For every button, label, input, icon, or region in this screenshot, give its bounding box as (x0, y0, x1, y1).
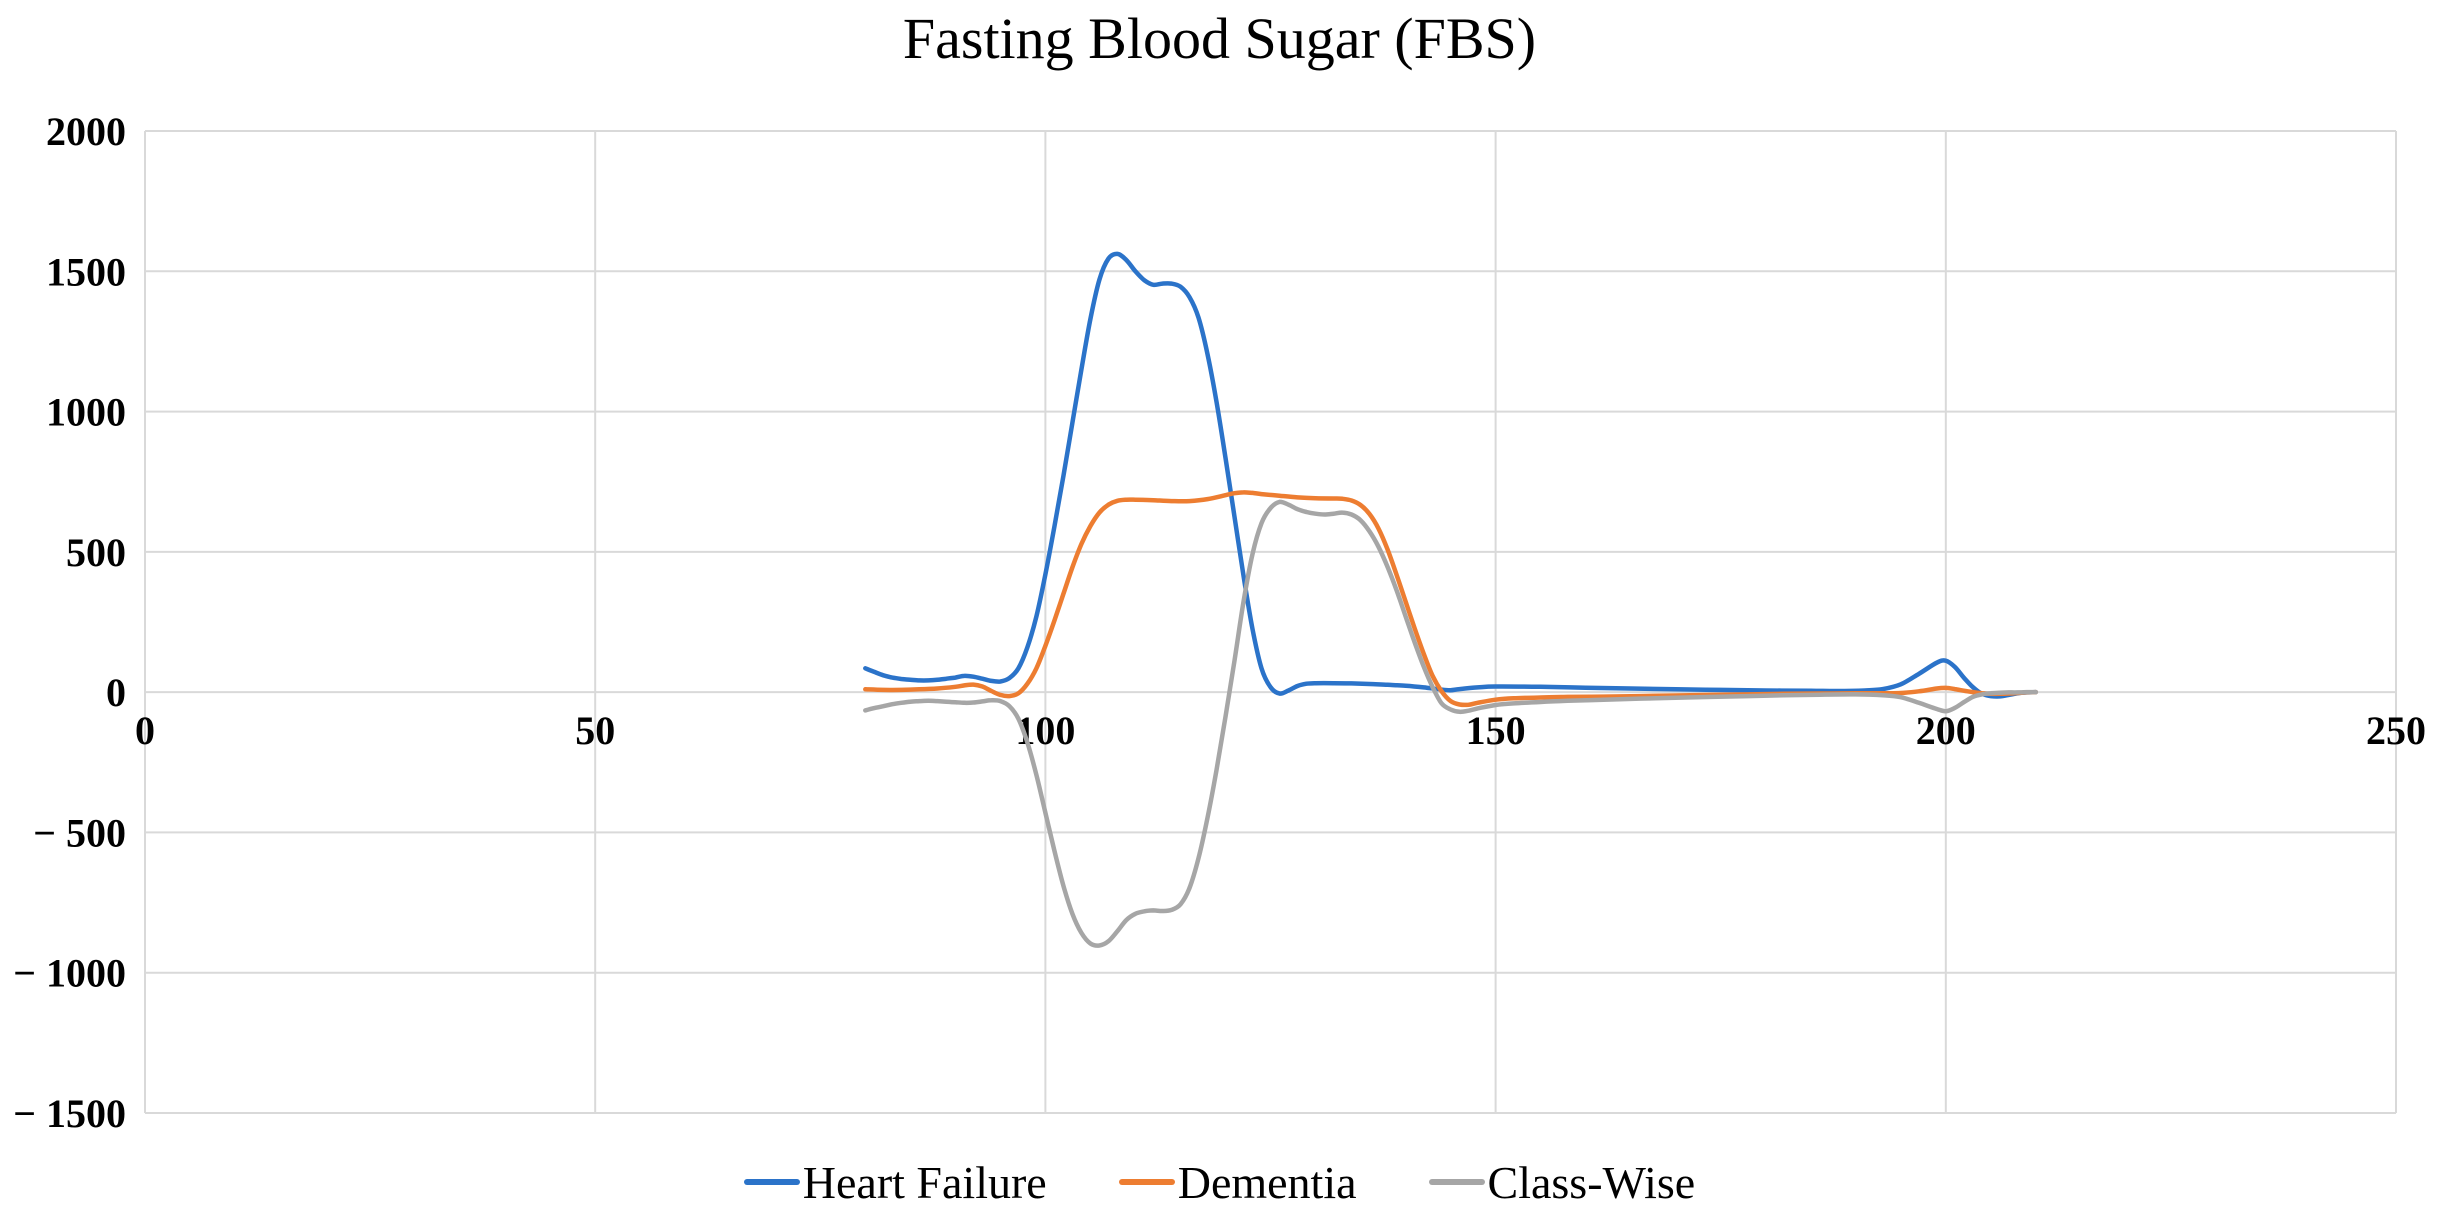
legend-label-dementia: Dementia (1177, 1156, 1357, 1208)
chart-legend: Heart Failure Dementia Class-Wise (0, 1150, 2439, 1214)
y-axis-tick-label: 0 (106, 670, 126, 715)
legend-item-heart-failure: Heart Failure (743, 1156, 1047, 1209)
legend-swatch-class-wise (1428, 1179, 1485, 1185)
y-axis-tick-label: − 1500 (13, 1091, 126, 1136)
x-axis-tick-label: 250 (2366, 708, 2426, 753)
x-axis-tick-label: 50 (575, 708, 615, 753)
legend-label-class-wise: Class-Wise (1487, 1156, 1696, 1208)
chart-title: Fasting Blood Sugar (FBS) (902, 6, 1537, 71)
legend-swatch-heart-failure (743, 1179, 800, 1185)
y-axis-tick-label: 2000 (46, 109, 126, 154)
y-axis-tick-label: − 1000 (13, 951, 126, 996)
legend-label-heart-failure: Heart Failure (802, 1156, 1047, 1208)
series-line-dementia (863, 490, 2039, 708)
y-axis-tick-label: − 500 (33, 810, 126, 855)
series-line-heart-failure (863, 251, 2039, 699)
x-axis-tick-label: 0 (135, 708, 155, 753)
gridlines (144, 130, 2397, 1114)
y-axis-tick-label: 1500 (46, 249, 126, 294)
legend-item-class-wise: Class-Wise (1428, 1156, 1696, 1209)
legend-swatch-dementia (1118, 1179, 1175, 1185)
series-lines (863, 251, 2039, 948)
y-axis-tick-label: 500 (66, 530, 126, 575)
legend-item-dementia: Dementia (1118, 1156, 1357, 1209)
x-axis-tick-label: 200 (1916, 708, 1976, 753)
series-line-class-wise (863, 499, 2039, 948)
y-axis-tick-label: 1000 (46, 390, 126, 435)
x-axis-tick-label: 150 (1466, 708, 1526, 753)
